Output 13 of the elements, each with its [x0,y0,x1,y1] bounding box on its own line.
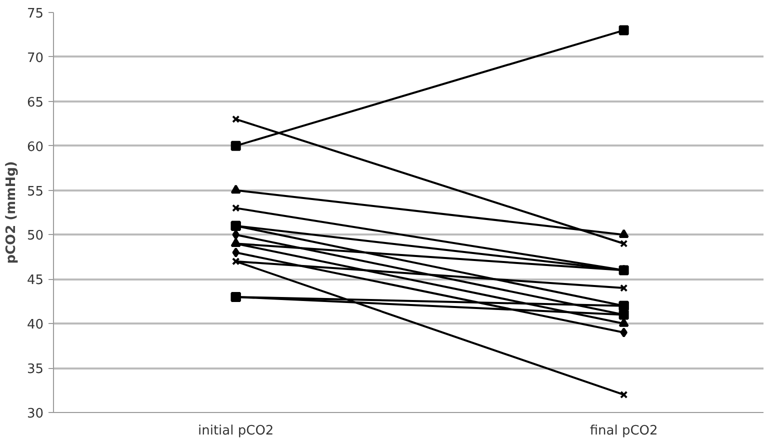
y-tick-label: 40 [26,318,44,333]
y-tick-label: 60 [26,140,44,155]
y-tick-label: 45 [26,273,44,288]
y-tick-label: 65 [26,95,44,110]
x-tick-label: initial pCO2 [198,424,274,438]
y-axis-title: pCO2 (mmHg) [4,161,19,264]
y-tick-label: 55 [26,184,44,200]
y-tick-label: 50 [26,228,44,244]
y-tick-label: 30 [26,406,44,422]
y-tick-label: 35 [26,362,44,378]
y-tick-label: 70 [26,50,44,66]
y-tick-label: 75 [26,6,44,22]
x-tick-label: final pCO2 [590,424,658,438]
